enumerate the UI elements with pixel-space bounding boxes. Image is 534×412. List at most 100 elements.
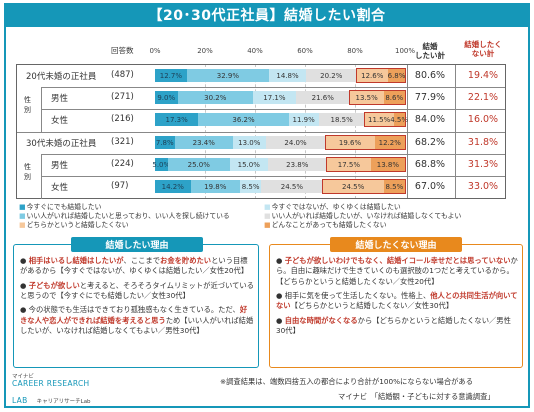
table-row-line bbox=[41, 87, 505, 88]
negative-total-value: 19.4% bbox=[467, 70, 499, 81]
negative-total-value: 22.1% bbox=[467, 92, 499, 103]
legend-label: 今すぐにでも結婚したい bbox=[26, 203, 102, 211]
bar-segment: 20.2% bbox=[306, 69, 357, 82]
positive-total-value: 68.2% bbox=[414, 137, 446, 148]
x-tick-label: 60% bbox=[297, 47, 313, 55]
reason-text: ● bbox=[20, 256, 29, 265]
group-line bbox=[41, 154, 42, 199]
negative-highlight bbox=[355, 68, 406, 83]
bar-segment: 12.6% bbox=[356, 69, 388, 82]
legend-label: どちらかというと結婚したくない bbox=[26, 221, 129, 229]
bar-segment: 23.8% bbox=[267, 158, 327, 171]
negative-total-header: 結婚したく ない計 bbox=[464, 40, 502, 58]
reason-highlight: 他人との共同生活が向いてない bbox=[276, 291, 518, 311]
reason-item: ● 今の状態でも生活はできており孤独感もなく生きている。ただ、好きな人や恋人がで… bbox=[20, 305, 254, 336]
group-line bbox=[41, 87, 42, 132]
x-tick-label: 0% bbox=[149, 47, 161, 55]
row-count: (224) bbox=[111, 159, 134, 169]
reason-item: ● 相手に気を使って生活したくない。性格上、他人との共同生活が向いてない【どちら… bbox=[276, 291, 518, 312]
logo-line-2: LAB bbox=[12, 396, 28, 406]
bar-segment: 24.5% bbox=[322, 180, 384, 193]
legend-label: いい人がいれば結婚したいが、いなければ結婚しなくてもよい bbox=[271, 212, 462, 220]
reason-text: ● bbox=[276, 256, 285, 265]
row-label-main: 30代未婚の正社員 bbox=[26, 139, 97, 149]
table-row-line bbox=[41, 154, 505, 155]
bar-segment: 7.8% bbox=[155, 136, 175, 149]
bar-segment: 19.8% bbox=[190, 180, 240, 193]
row-label-sub: 男性 bbox=[51, 161, 69, 171]
positive-total-value: 77.9% bbox=[414, 92, 446, 103]
x-tick-label: 20% bbox=[197, 47, 213, 55]
bar-segment: 9.0% bbox=[155, 91, 178, 104]
reason-text: ため【いい人がいれば結婚したいが、いなければ結婚しなくてもよい／男性30代】 bbox=[20, 315, 254, 336]
negative-highlight bbox=[364, 112, 406, 127]
gridline bbox=[205, 64, 206, 199]
negative-total-value: 31.3% bbox=[467, 159, 499, 170]
row-count: (487) bbox=[111, 70, 134, 80]
bar-segment: 24.5% bbox=[261, 180, 323, 193]
bar-segment: 23.4% bbox=[174, 136, 233, 149]
content-frame bbox=[4, 27, 530, 408]
positive-total-value: 84.0% bbox=[414, 114, 446, 125]
legend-swatch-icon: ■ bbox=[19, 221, 26, 229]
reason-text: 【どちらかというと結婚したくない／女性30代】 bbox=[290, 301, 454, 311]
bar-segment: 17.1% bbox=[253, 91, 296, 104]
reason-text: ● bbox=[276, 315, 285, 325]
legend-item: ■今すぐにでも結婚したい bbox=[19, 201, 101, 211]
bar-segment: 8.5% bbox=[383, 180, 405, 193]
bar-segment: 24.0% bbox=[265, 136, 326, 149]
bar-segment: 6.8% bbox=[388, 69, 405, 82]
x-tick-label: 80% bbox=[347, 47, 363, 55]
row-label-main: 20代未婚の正社員 bbox=[26, 72, 97, 82]
summary-line bbox=[455, 65, 456, 198]
bar-segment: 17.5% bbox=[327, 158, 371, 171]
negative-highlight bbox=[348, 90, 406, 105]
negative-highlight bbox=[325, 157, 406, 172]
reason-text: と考えると、そろそろタイムリミットが近づいていると思うので【今すぐにでも結婚した… bbox=[20, 280, 255, 301]
count-header: 回答数 bbox=[111, 46, 134, 55]
logo-line-1: CAREER RESEARCH bbox=[12, 379, 90, 388]
legend-label: 今すぐではないが、ゆくゆくは結婚したい bbox=[271, 203, 401, 211]
reason-highlight: 子どもが欲しい bbox=[28, 280, 80, 290]
bar-segment: 15.0% bbox=[230, 158, 268, 171]
bar-segment: 14.2% bbox=[155, 180, 191, 193]
bar-segment: 13.0% bbox=[233, 136, 266, 149]
legend-swatch-icon: ■ bbox=[19, 212, 26, 220]
row-count: (271) bbox=[111, 92, 134, 102]
legend-item: ■どんなことがあっても結婚したくない bbox=[264, 219, 387, 229]
chart-table bbox=[16, 64, 506, 199]
bar-segment: 19.6% bbox=[325, 136, 375, 149]
legend-label: いい人がいれば結婚したいと思っており、いい人を探し続けている bbox=[26, 212, 230, 220]
bar-segment: 25.0% bbox=[167, 158, 230, 171]
bar-segment: 12.7% bbox=[155, 69, 187, 82]
legend-swatch-icon: ■ bbox=[264, 203, 271, 211]
row-label-sub: 男性 bbox=[51, 94, 69, 104]
gridline bbox=[355, 64, 356, 199]
legend-item: ■今すぐではないが、ゆくゆくは結婚したい bbox=[264, 201, 401, 211]
row-count: (97) bbox=[111, 181, 129, 191]
logo-top: マイナビ bbox=[12, 374, 34, 380]
x-tick-label: 100% bbox=[394, 47, 416, 55]
row-count: (216) bbox=[111, 114, 134, 124]
reasons-against-list: ● 子どもが欲しいわけでもなく、結婚イコール幸せだとは思っていないから。自由に趣… bbox=[276, 256, 518, 341]
bar-segment: 21.6% bbox=[295, 91, 350, 104]
bar-segment: 11.5% bbox=[364, 113, 394, 126]
bar-segment: 8.5% bbox=[240, 180, 262, 193]
table-divider bbox=[17, 132, 505, 133]
summary-line bbox=[407, 65, 408, 198]
table-row-line bbox=[41, 176, 505, 177]
negative-highlight bbox=[324, 135, 406, 150]
row-label-sub: 女性 bbox=[51, 116, 69, 126]
reason-highlight: 相手はいるし結婚はしたいが bbox=[28, 256, 124, 265]
reason-highlight: 自由な時間がなくなる bbox=[284, 315, 358, 325]
negative-total-value: 31.8% bbox=[467, 137, 499, 148]
logo-sub: キャリアリサーチLab bbox=[36, 399, 91, 406]
bar-segment: 8.6% bbox=[383, 91, 405, 104]
positive-total-value: 67.0% bbox=[414, 181, 446, 192]
reason-text: 、ここまで bbox=[123, 256, 161, 265]
legend-swatch-icon: ■ bbox=[19, 203, 26, 211]
legend-item: ■いい人がいれば結婚したいと思っており、いい人を探し続けている bbox=[19, 210, 230, 220]
group-label-sex: 性別 bbox=[24, 163, 31, 181]
reason-highlight: お金を貯めたい bbox=[160, 256, 212, 265]
legend-item: ■いい人がいれば結婚したいが、いなければ結婚しなくてもよい bbox=[264, 210, 461, 220]
